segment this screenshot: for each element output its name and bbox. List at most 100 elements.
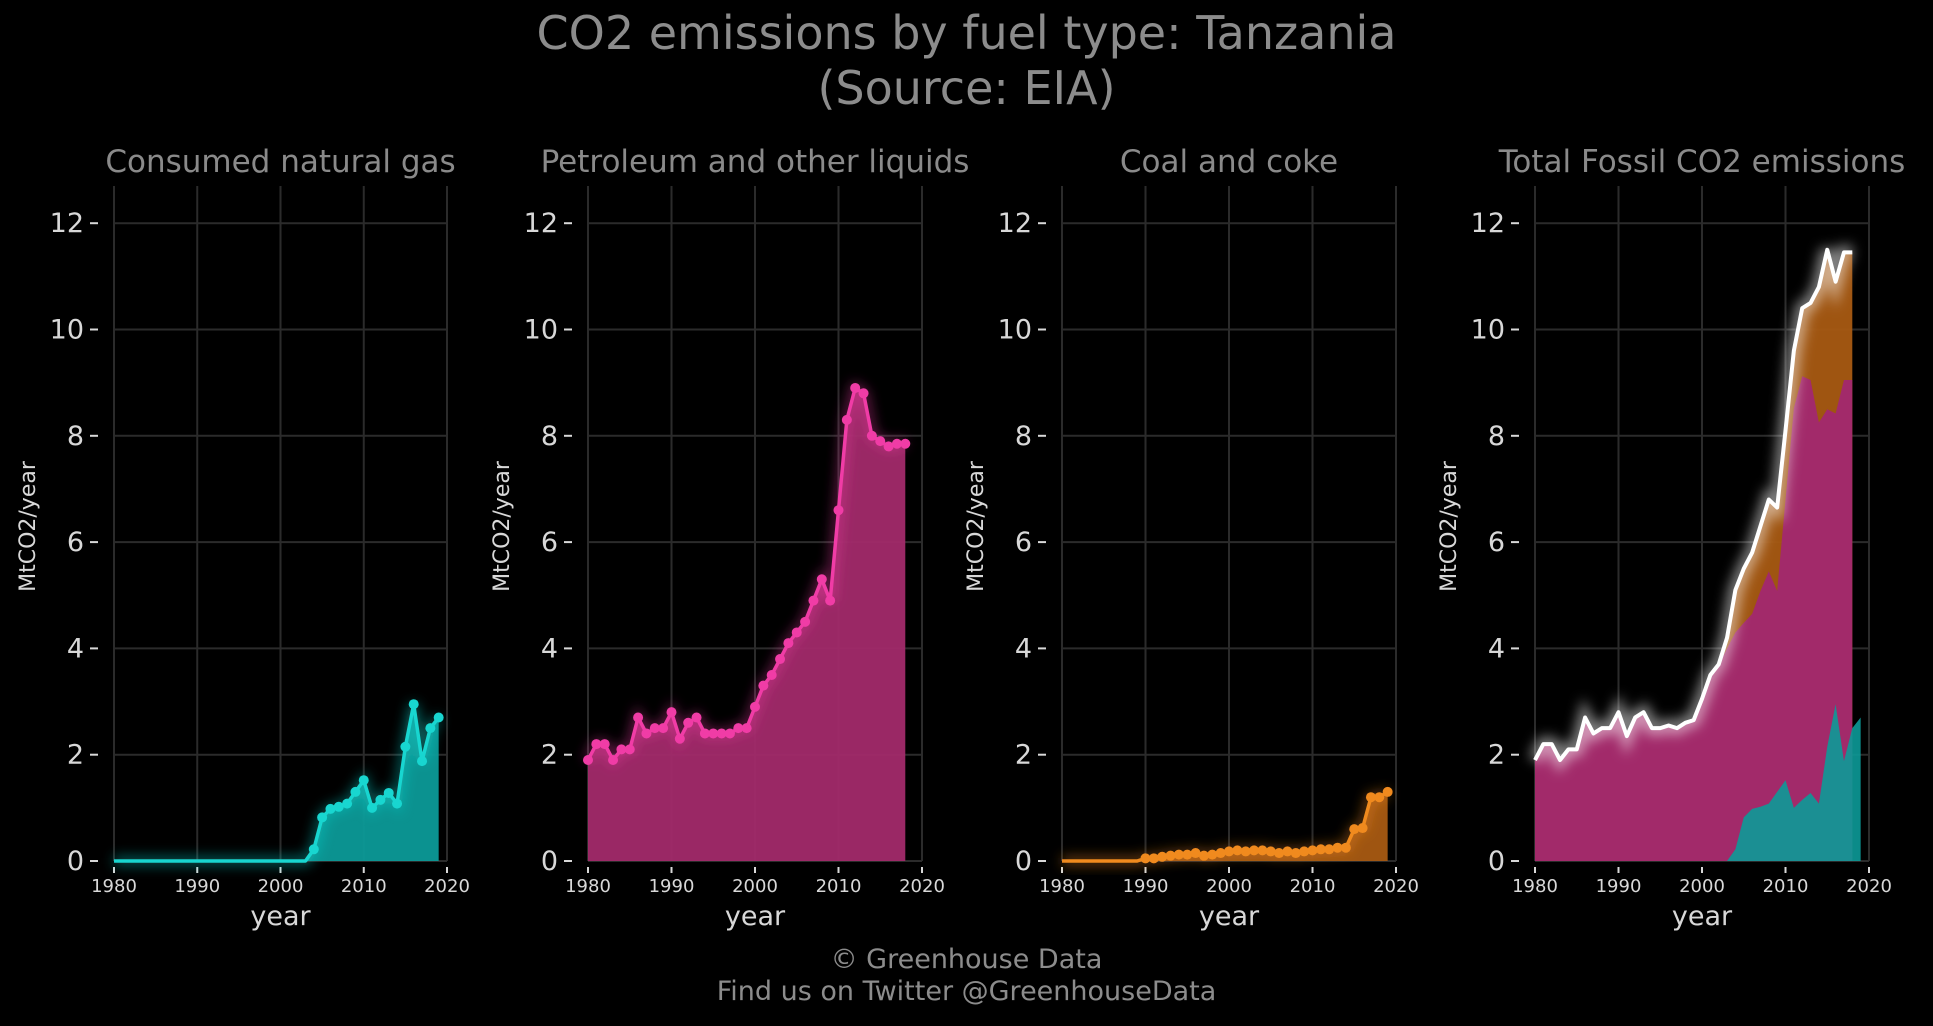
data-point: [342, 798, 353, 809]
data-point: [808, 595, 819, 606]
y-tick-label: 2: [1488, 740, 1505, 771]
data-point: [1299, 846, 1310, 857]
data-point: [392, 798, 403, 809]
y-tick-label: 12: [998, 208, 1032, 239]
data-point: [616, 744, 627, 755]
data-point: [1249, 845, 1260, 856]
panel-4: 0 2 4 6 8 10 12 1980 1990 2000 2010 2020 Total Fossi…: [1437, 144, 1905, 932]
series-area: [588, 387, 906, 861]
data-point: [775, 654, 786, 665]
data-point: [850, 382, 861, 393]
data-point: [741, 723, 752, 734]
data-point: [1349, 824, 1360, 835]
data-point: [333, 801, 344, 812]
y-tick-label: 0: [1015, 846, 1032, 877]
data-point: [1157, 851, 1168, 862]
data-point: [783, 638, 794, 649]
y-tick-label: 2: [1015, 740, 1032, 771]
x-axis-label: year: [1672, 901, 1733, 932]
y-tick-label: 10: [998, 315, 1032, 346]
x-tick-label: 2000: [1206, 876, 1252, 897]
x-tick-label: 1980: [91, 876, 137, 897]
x-tick-label: 1980: [1039, 876, 1085, 897]
x-tick-label: 2020: [424, 876, 470, 897]
chart-subtitle: (Source: EIA): [817, 61, 1116, 116]
x-tick-label: 1990: [174, 876, 220, 897]
data-point: [683, 717, 694, 728]
data-point: [674, 733, 685, 744]
series-line: [114, 702, 441, 863]
data-point: [1240, 846, 1251, 857]
stack-petroleum-area: [1535, 376, 1853, 861]
data-point: [708, 728, 719, 739]
data-point: [1340, 842, 1351, 853]
data-point: [417, 756, 428, 767]
data-point: [375, 794, 386, 805]
data-point: [425, 723, 436, 734]
data-point: [1357, 823, 1368, 834]
data-point: [1365, 792, 1376, 803]
data-point: [766, 669, 777, 680]
y-axis-label: MtCO2/year: [490, 460, 515, 592]
data-point: [408, 699, 419, 710]
y-tick-label: 8: [67, 421, 84, 452]
data-point: [891, 438, 902, 449]
x-tick-label: 2000: [258, 876, 304, 897]
x-tick-label: 2020: [1846, 876, 1892, 897]
data-point: [666, 707, 677, 718]
data-point: [816, 574, 827, 585]
y-tick-label: 4: [67, 633, 84, 664]
total-line: [1533, 247, 1853, 763]
data-point: [1374, 792, 1385, 803]
data-point: [875, 436, 886, 447]
data-point: [633, 712, 644, 723]
data-point: [591, 739, 602, 750]
x-tick-label: 2010: [341, 876, 387, 897]
y-tick-label: 4: [1015, 633, 1032, 664]
data-point: [367, 802, 378, 813]
data-point: [791, 627, 802, 638]
y-tick-label: 2: [541, 740, 558, 771]
y-tick-label: 8: [541, 421, 558, 452]
x-axis-label: year: [1199, 901, 1260, 932]
chart-title: CO2 emissions by fuel type: Tanzania: [536, 6, 1397, 60]
y-tick-label: 4: [1488, 633, 1505, 664]
data-point: [724, 728, 735, 739]
panel-2: 0 2 4 6 8 10 12 1980 1990 2000 2010 2020 Petroleum a…: [490, 144, 969, 932]
data-point: [1140, 853, 1151, 864]
data-point: [649, 723, 660, 734]
data-point: [733, 723, 744, 734]
y-tick-label: 6: [67, 527, 84, 558]
data-point: [699, 728, 710, 739]
data-point: [1198, 850, 1209, 861]
data-point: [1207, 849, 1218, 860]
data-point: [833, 505, 844, 516]
data-point: [1215, 848, 1226, 859]
y-tick-label: 10: [50, 315, 84, 346]
series-area: [1062, 791, 1388, 861]
x-tick-label: 2020: [899, 876, 945, 897]
y-tick-label: 10: [1471, 315, 1505, 346]
y-axis-label: MtCO2/year: [16, 460, 41, 592]
x-axis-label: year: [725, 901, 786, 932]
data-point: [358, 775, 369, 786]
data-point: [1324, 844, 1335, 855]
y-tick-label: 12: [1471, 208, 1505, 239]
data-point: [624, 744, 635, 755]
y-tick-label: 8: [1015, 421, 1032, 452]
x-tick-label: 2010: [1290, 876, 1336, 897]
x-tick-label: 1990: [649, 876, 695, 897]
x-tick-label: 2000: [732, 876, 778, 897]
data-point: [1382, 786, 1393, 797]
data-point: [1315, 844, 1326, 855]
data-point: [841, 414, 852, 425]
data-point: [758, 680, 769, 691]
data-point: [599, 739, 610, 750]
series-area: [114, 704, 439, 861]
data-point: [433, 712, 444, 723]
x-tick-label: 2010: [1763, 876, 1809, 897]
data-point: [1290, 848, 1301, 859]
x-tick-label: 2010: [816, 876, 862, 897]
data-point: [1173, 849, 1184, 860]
